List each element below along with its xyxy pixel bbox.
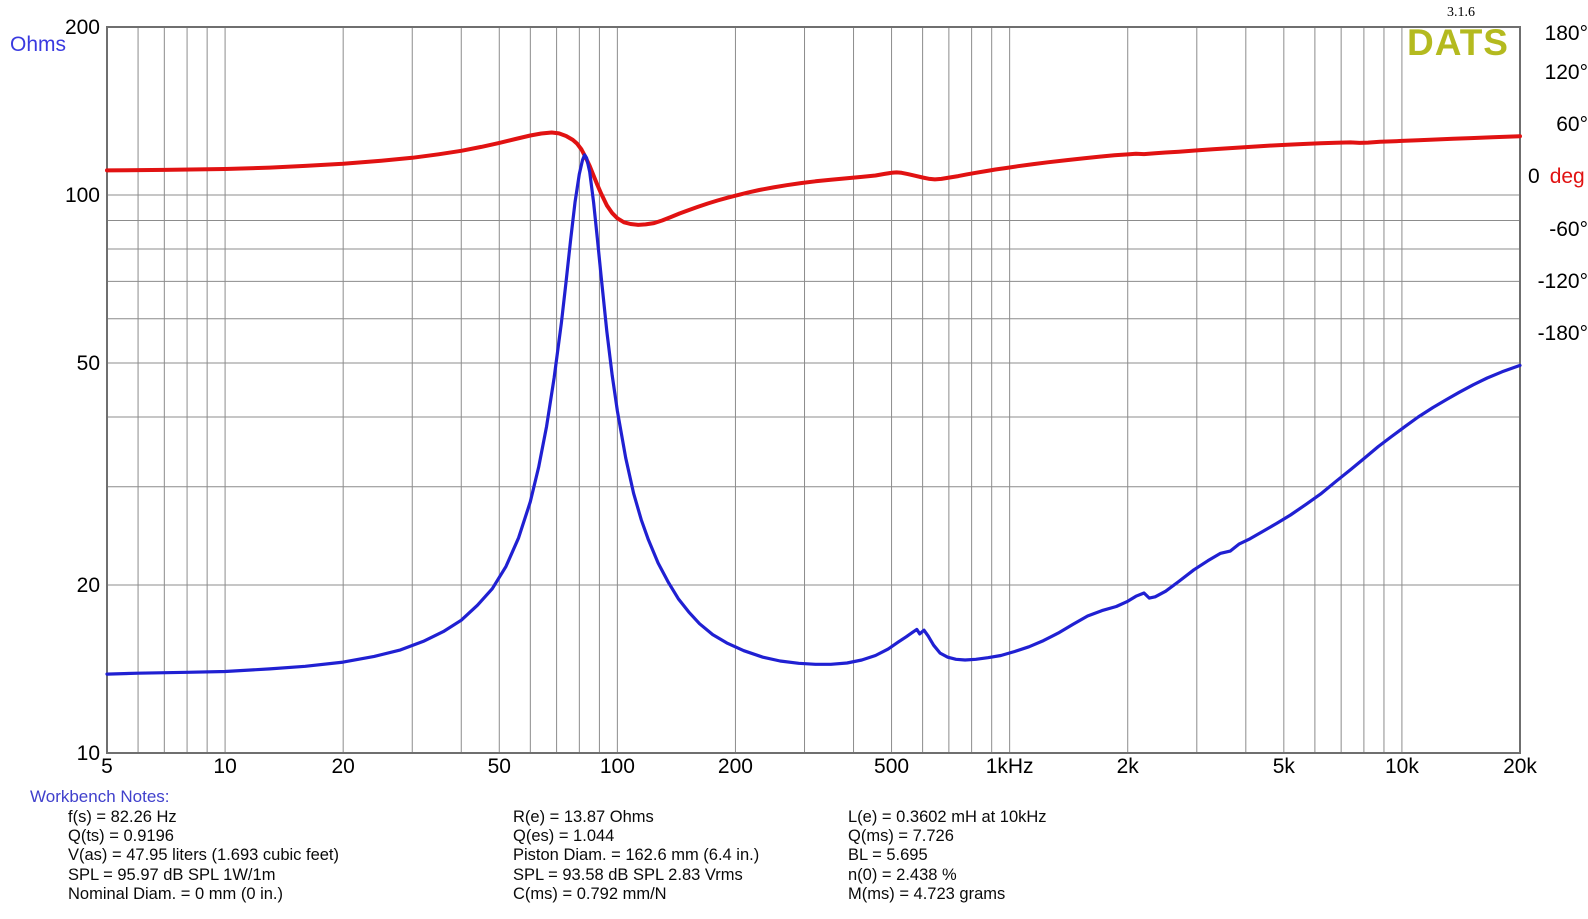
- bottom-axis-tick: 2k: [1116, 755, 1139, 778]
- note-line: n(0) = 2.438 %: [848, 865, 957, 884]
- bottom-axis-tick: 100: [599, 755, 635, 778]
- bottom-axis-tick: 10: [213, 755, 237, 778]
- note-line: Q(ts) = 0.9196: [68, 827, 174, 846]
- workbench-notes-title: Workbench Notes:: [30, 787, 170, 806]
- notes-column-1: f(s) = 82.26 Hz Q(ts) = 0.9196 V(as) = 47.…: [68, 808, 339, 904]
- right-axis-tick: 180°: [1544, 22, 1588, 45]
- note-line: Q(es) = 1.044: [513, 827, 615, 846]
- deg-unit-label: deg: [1549, 165, 1585, 188]
- left-axis-tick: 20: [76, 574, 100, 598]
- left-axis-tick: 100: [64, 183, 100, 207]
- right-axis-tick: 120°: [1544, 60, 1588, 84]
- bottom-axis-tick: 1kHz: [985, 755, 1034, 778]
- note-line: SPL = 93.58 dB SPL 2.83 Vrms: [513, 865, 743, 884]
- impedance-curve: [105, 153, 1522, 676]
- right-axis-tick: -180°: [1537, 322, 1588, 346]
- left-axis-tick: 200: [64, 16, 100, 39]
- note-line: L(e) = 0.3602 mH at 10kHz: [848, 808, 1047, 826]
- bottom-axis-tick: 5k: [1272, 755, 1295, 778]
- left-axis-tick: 50: [76, 351, 100, 375]
- impedance-phase-chart: [105, 26, 1522, 754]
- notes-column-2: R(e) = 13.87 Ohms Q(es) = 1.044 Piston Dia…: [513, 808, 759, 904]
- note-line: M(ms) = 4.723 grams: [848, 884, 1006, 903]
- left-axis-title: Ohms: [10, 33, 67, 56]
- notes-column-3: L(e) = 0.3602 mH at 10kHz Q(ms) = 7.726 BL…: [848, 808, 1047, 904]
- bottom-axis-tick: 20k: [1503, 755, 1537, 778]
- bottom-axis-tick: 5: [101, 755, 113, 778]
- note-line: V(as) = 47.95 liters (1.693 cubic feet): [68, 846, 340, 865]
- note-line: f(s) = 82.26 Hz: [68, 808, 177, 826]
- bottom-axis-tick: 500: [874, 755, 910, 778]
- phase-curve: [105, 130, 1522, 227]
- right-axis-tick: -60°: [1549, 217, 1588, 241]
- right-axis-zero-tick: 0 deg: [1528, 165, 1585, 189]
- plot-border: [106, 26, 1521, 754]
- note-line: Q(ms) = 7.726: [848, 827, 954, 846]
- bottom-axis-tick: 200: [717, 755, 753, 778]
- bottom-axis-tick: 50: [487, 755, 511, 778]
- bottom-axis-tick: 10k: [1384, 755, 1419, 778]
- note-line: SPL = 95.97 dB SPL 1W/1m: [68, 865, 276, 884]
- bottom-axis-tick: 20: [331, 755, 355, 778]
- note-line: C(ms) = 0.792 mm/N: [513, 884, 667, 903]
- zero-value: 0: [1528, 165, 1540, 188]
- app-version: 3.1.6: [1447, 5, 1475, 20]
- note-line: Piston Diam. = 162.6 mm (6.4 in.): [513, 846, 760, 865]
- right-axis-tick: 60°: [1556, 113, 1588, 137]
- left-axis-tick: 10: [76, 742, 100, 765]
- dats-logo: DATS: [1407, 22, 1509, 63]
- right-axis-tick: -120°: [1537, 270, 1588, 294]
- note-line: BL = 5.695: [848, 846, 928, 865]
- note-line: Nominal Diam. = 0 mm (0 in.): [68, 884, 284, 903]
- note-line: R(e) = 13.87 Ohms: [513, 808, 654, 826]
